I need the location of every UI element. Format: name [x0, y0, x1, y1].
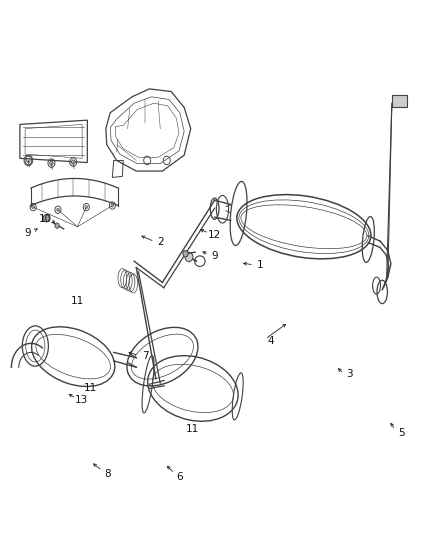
- Text: 2: 2: [157, 237, 163, 247]
- Ellipse shape: [43, 215, 49, 222]
- Text: 11: 11: [71, 296, 84, 306]
- Text: 1: 1: [257, 260, 264, 270]
- Ellipse shape: [32, 206, 35, 209]
- Text: 9: 9: [212, 251, 218, 261]
- Text: 12: 12: [208, 230, 221, 240]
- Text: 6: 6: [177, 472, 183, 482]
- Text: 13: 13: [75, 395, 88, 405]
- Ellipse shape: [71, 160, 75, 164]
- Text: 9: 9: [24, 228, 31, 238]
- Text: 4: 4: [268, 336, 275, 346]
- Text: 7: 7: [142, 351, 148, 361]
- Ellipse shape: [57, 208, 59, 212]
- Ellipse shape: [55, 223, 59, 228]
- Polygon shape: [392, 95, 407, 108]
- Text: 10: 10: [39, 214, 52, 224]
- Text: 8: 8: [105, 470, 111, 479]
- Text: 5: 5: [399, 428, 405, 438]
- Ellipse shape: [111, 204, 114, 207]
- Ellipse shape: [185, 252, 193, 262]
- Ellipse shape: [85, 206, 88, 209]
- Text: 11: 11: [84, 383, 97, 393]
- Text: 3: 3: [346, 369, 353, 378]
- Ellipse shape: [183, 251, 188, 257]
- Ellipse shape: [27, 158, 30, 163]
- Text: 11: 11: [186, 424, 200, 434]
- Ellipse shape: [49, 161, 53, 165]
